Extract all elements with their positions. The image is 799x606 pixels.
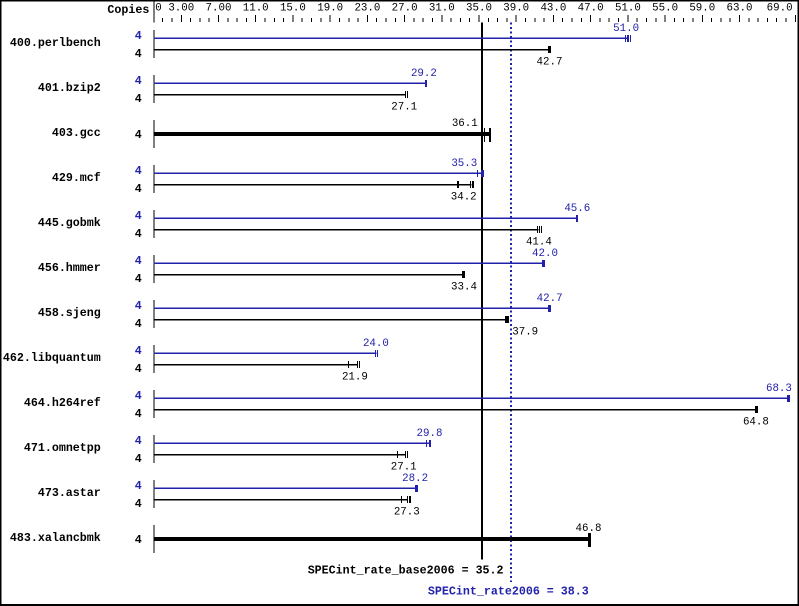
svg-text:400.perlbench: 400.perlbench: [10, 36, 101, 50]
svg-text:46.8: 46.8: [576, 523, 602, 535]
svg-text:4: 4: [135, 362, 142, 376]
svg-text:4: 4: [135, 47, 142, 61]
svg-text:4: 4: [135, 344, 142, 358]
svg-text:27.1: 27.1: [391, 102, 417, 114]
svg-text:462.libquantum: 462.libquantum: [3, 351, 101, 365]
svg-text:4: 4: [135, 299, 142, 313]
svg-text:42.7: 42.7: [537, 293, 563, 305]
svg-text:68.3: 68.3: [766, 383, 792, 395]
svg-text:4: 4: [135, 407, 142, 421]
svg-text:4: 4: [135, 92, 142, 106]
svg-text:7.00: 7.00: [206, 3, 232, 15]
svg-text:51.0: 51.0: [613, 23, 639, 35]
svg-text:37.9: 37.9: [512, 327, 538, 339]
svg-text:29.2: 29.2: [411, 68, 437, 80]
svg-text:4: 4: [135, 227, 142, 241]
svg-text:4: 4: [135, 74, 142, 88]
svg-text:4: 4: [135, 209, 142, 223]
svg-text:29.8: 29.8: [417, 428, 443, 440]
svg-text:Copies: Copies: [107, 3, 149, 17]
svg-text:33.4: 33.4: [451, 282, 477, 294]
svg-text:471.omnetpp: 471.omnetpp: [24, 441, 101, 455]
svg-text:4: 4: [135, 479, 142, 493]
svg-text:19.0: 19.0: [317, 3, 343, 15]
svg-text:15.0: 15.0: [280, 3, 306, 15]
svg-text:403.gcc: 403.gcc: [52, 126, 101, 140]
svg-text:69.0: 69.0: [767, 3, 793, 15]
svg-text:SPECint_rate2006 = 38.3: SPECint_rate2006 = 38.3: [428, 584, 589, 598]
svg-text:43.0: 43.0: [540, 3, 566, 15]
svg-text:55.0: 55.0: [652, 3, 678, 15]
svg-text:41.4: 41.4: [526, 237, 552, 249]
svg-text:59.0: 59.0: [689, 3, 715, 15]
svg-text:4: 4: [135, 164, 142, 178]
svg-text:401.bzip2: 401.bzip2: [38, 81, 101, 95]
svg-text:35.3: 35.3: [451, 158, 477, 170]
svg-text:445.gobmk: 445.gobmk: [38, 216, 101, 230]
svg-text:4: 4: [135, 497, 142, 511]
svg-text:47.0: 47.0: [578, 3, 604, 15]
svg-text:473.astar: 473.astar: [38, 486, 101, 500]
svg-text:34.2: 34.2: [451, 192, 477, 204]
svg-text:45.6: 45.6: [564, 203, 590, 215]
svg-text:63.0: 63.0: [727, 3, 753, 15]
svg-text:31.0: 31.0: [429, 3, 455, 15]
svg-text:27.0: 27.0: [392, 3, 418, 15]
svg-text:4: 4: [135, 452, 142, 466]
svg-text:11.0: 11.0: [243, 3, 269, 15]
svg-text:4: 4: [135, 317, 142, 331]
svg-text:4: 4: [135, 128, 142, 142]
svg-text:64.8: 64.8: [743, 417, 769, 429]
svg-text:4: 4: [135, 389, 142, 403]
svg-text:4: 4: [135, 254, 142, 268]
svg-text:0: 0: [155, 3, 161, 15]
svg-text:27.1: 27.1: [391, 462, 417, 474]
svg-text:456.hmmer: 456.hmmer: [38, 261, 101, 275]
svg-text:483.xalancbmk: 483.xalancbmk: [10, 531, 101, 545]
svg-text:21.9: 21.9: [342, 372, 368, 384]
svg-text:27.3: 27.3: [394, 507, 420, 519]
svg-text:458.sjeng: 458.sjeng: [38, 306, 101, 320]
svg-text:429.mcf: 429.mcf: [52, 171, 101, 185]
svg-text:4: 4: [135, 533, 142, 547]
svg-text:3.00: 3.00: [168, 3, 194, 15]
svg-text:42.0: 42.0: [532, 248, 558, 260]
svg-text:464.h264ref: 464.h264ref: [24, 396, 101, 410]
svg-text:4: 4: [135, 29, 142, 43]
svg-text:23.0: 23.0: [354, 3, 380, 15]
svg-text:51.0: 51.0: [615, 3, 641, 15]
svg-text:42.7: 42.7: [537, 57, 563, 69]
svg-text:35.0: 35.0: [466, 3, 492, 15]
svg-text:28.2: 28.2: [402, 473, 428, 485]
svg-text:SPECint_rate_base2006 = 35.2: SPECint_rate_base2006 = 35.2: [308, 563, 504, 577]
svg-text:4: 4: [135, 434, 142, 448]
svg-text:4: 4: [135, 272, 142, 286]
svg-text:39.0: 39.0: [503, 3, 529, 15]
svg-text:36.1: 36.1: [452, 118, 478, 130]
svg-text:4: 4: [135, 182, 142, 196]
svg-text:24.0: 24.0: [363, 338, 389, 350]
